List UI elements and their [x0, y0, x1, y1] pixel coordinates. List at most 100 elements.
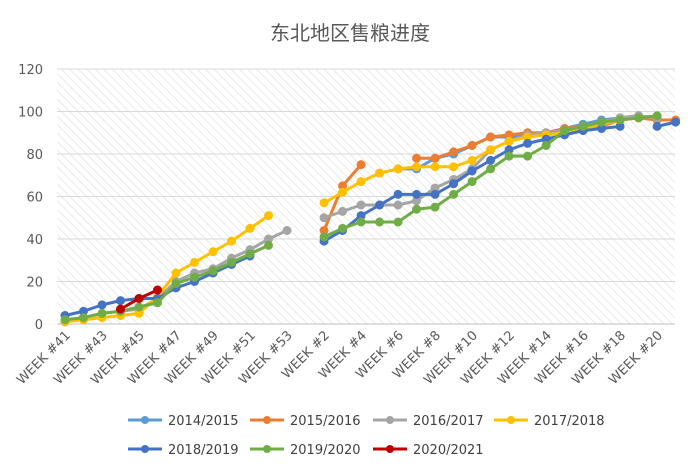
- data-point: [504, 151, 514, 161]
- data-point: [60, 315, 70, 325]
- legend-swatch-marker: [507, 416, 515, 424]
- data-point: [652, 121, 662, 131]
- data-point: [356, 217, 366, 227]
- data-point: [560, 126, 570, 136]
- data-point: [245, 249, 255, 259]
- legend-item: 2020/2021: [373, 443, 484, 458]
- legend: 2014/2015 2015/2016 2016/2017 2017/2018 2018…: [128, 414, 605, 458]
- y-tick-label: 0: [35, 318, 43, 333]
- data-point: [430, 162, 440, 172]
- data-point: [356, 160, 366, 170]
- y-tick-label: 120: [18, 63, 43, 78]
- data-point: [79, 313, 89, 323]
- data-point: [504, 136, 514, 146]
- data-point: [282, 226, 292, 235]
- data-point: [393, 189, 403, 199]
- legend-item: 2016/2017: [373, 414, 484, 429]
- series-2020-2021: [116, 285, 163, 314]
- legend-swatch-marker: [141, 416, 149, 424]
- data-point: [393, 200, 403, 210]
- data-point: [393, 164, 403, 174]
- data-point: [375, 168, 385, 178]
- legend-label: 2017/2018: [534, 414, 605, 429]
- series-group: [60, 111, 681, 327]
- data-point: [338, 223, 348, 233]
- data-point: [467, 155, 477, 165]
- data-point: [319, 232, 329, 242]
- data-point: [338, 206, 348, 216]
- y-tick-label: 100: [18, 106, 43, 121]
- data-point: [338, 187, 348, 197]
- y-tick-label: 40: [26, 233, 43, 248]
- data-point: [153, 285, 163, 295]
- data-point: [634, 113, 644, 123]
- legend-label: 2019/2020: [290, 443, 361, 458]
- data-point: [208, 266, 218, 276]
- legend-swatch-marker: [263, 416, 271, 424]
- data-point: [116, 304, 126, 314]
- data-point: [227, 257, 237, 267]
- data-point: [486, 164, 496, 174]
- data-point: [171, 279, 181, 289]
- data-point: [393, 217, 403, 227]
- data-point: [430, 153, 440, 163]
- data-point: [449, 189, 459, 199]
- data-point: [319, 198, 329, 208]
- data-point: [356, 200, 366, 210]
- data-point: [319, 213, 329, 223]
- data-point: [412, 162, 422, 172]
- data-point: [375, 217, 385, 227]
- data-point: [467, 177, 477, 187]
- data-point: [171, 268, 181, 278]
- data-point: [412, 204, 422, 214]
- data-point: [412, 153, 422, 163]
- data-point: [116, 296, 126, 306]
- data-point: [153, 298, 163, 308]
- data-point: [227, 236, 237, 246]
- series-2019-2020: [60, 111, 662, 325]
- legend-swatch-marker: [386, 416, 394, 424]
- y-tick-label: 60: [26, 191, 43, 206]
- data-point: [449, 179, 459, 189]
- data-point: [356, 177, 366, 187]
- legend-swatch-marker: [386, 445, 394, 453]
- data-point: [264, 211, 274, 221]
- data-point: [449, 147, 459, 157]
- chart-title: 东北地区售粮进度: [270, 21, 430, 45]
- data-point: [597, 117, 607, 127]
- legend-swatch-marker: [141, 445, 149, 453]
- legend-label: 2020/2021: [413, 443, 484, 458]
- data-point: [375, 200, 385, 210]
- data-point: [134, 302, 144, 312]
- legend-item: 2017/2018: [494, 414, 605, 429]
- legend-swatch-marker: [263, 445, 271, 453]
- legend-item: 2015/2016: [250, 414, 361, 429]
- data-point: [97, 308, 107, 318]
- data-point: [264, 240, 274, 250]
- data-point: [652, 111, 662, 121]
- gridlines: [57, 68, 675, 325]
- data-point: [245, 223, 255, 233]
- data-point: [486, 132, 496, 142]
- legend-item: 2019/2020: [250, 443, 361, 458]
- data-point: [449, 162, 459, 172]
- data-point: [190, 257, 200, 267]
- data-point: [190, 272, 200, 282]
- data-point: [412, 189, 422, 199]
- data-point: [615, 115, 625, 125]
- data-point: [541, 141, 551, 150]
- y-axis: 0 20 40 60 80 100 120: [18, 63, 43, 333]
- legend-item: 2018/2019: [128, 443, 239, 458]
- data-point: [134, 294, 144, 303]
- legend-label: 2016/2017: [413, 414, 484, 429]
- data-point: [430, 202, 440, 212]
- data-point: [467, 141, 477, 150]
- data-point: [671, 117, 681, 127]
- data-point: [523, 151, 533, 161]
- legend-item: 2014/2015: [128, 414, 239, 429]
- data-point: [486, 155, 496, 165]
- data-point: [430, 189, 440, 199]
- data-point: [97, 300, 107, 310]
